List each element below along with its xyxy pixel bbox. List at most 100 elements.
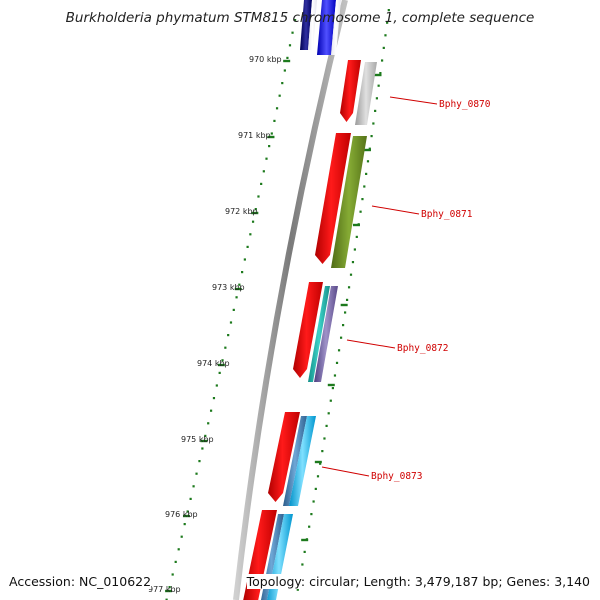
ruler-dot — [195, 472, 198, 475]
ruler-dot — [275, 107, 279, 110]
outer-guide-dot — [301, 563, 304, 566]
ruler-dot — [218, 371, 221, 374]
outer-guide-dot — [386, 21, 389, 24]
ruler-dot — [291, 31, 294, 34]
outer-guide-dot — [323, 437, 326, 440]
outer-guide-dot — [349, 273, 353, 276]
feature-arrow-bphy-0871 — [315, 133, 351, 264]
ruler-dot — [224, 346, 227, 349]
ruler-dot — [249, 233, 252, 236]
gene-labels: Bphy_0870 Bphy_0871 Bphy_0872 Bphy_0873 — [371, 99, 491, 482]
ruler-dot — [165, 598, 168, 600]
ruler-dot — [212, 397, 216, 400]
outer-guide-dot — [335, 361, 339, 364]
sequence-backbone — [233, 0, 348, 600]
ruler-dot — [171, 573, 174, 576]
outer-guide-tick — [374, 73, 382, 77]
outer-guide-dot — [365, 172, 368, 175]
map-title: Burkholderia phymatum STM815 chromosome … — [65, 10, 535, 26]
ruler-dot — [238, 283, 241, 286]
outer-guide-dot — [296, 588, 299, 591]
gene-leaders — [321, 96, 438, 477]
ruler-dot — [215, 384, 218, 387]
outer-guide-dot — [319, 462, 322, 465]
outer-guide-dot — [331, 387, 334, 390]
tick-label: 972 kbp — [225, 207, 258, 216]
outer-guide-dot — [337, 349, 341, 352]
outer-guide-dot — [382, 46, 385, 49]
gene-leader-line — [371, 205, 420, 215]
feature-band — [317, 0, 336, 55]
ruler-dots — [165, 19, 297, 600]
feature-arrow-bphy-0873 — [268, 412, 300, 502]
ruler-dot — [198, 460, 201, 463]
outer-guide-dot — [359, 210, 362, 213]
ruler-dot — [183, 523, 186, 526]
tick-label: 977 kbp — [148, 585, 181, 594]
gene-leader-line — [346, 339, 396, 349]
ruler-dot — [293, 19, 297, 22]
ruler-dot — [229, 321, 233, 324]
tick-label: 976 kbp — [165, 510, 198, 519]
outer-guide-tick — [363, 148, 371, 152]
gene-label-bphy-0870[interactable]: Bphy_0870 — [439, 99, 491, 110]
outer-guide-tick — [301, 538, 309, 542]
ruler-dot — [283, 69, 286, 72]
tick-label: 973 kbp — [212, 283, 245, 292]
feature-band-bphy-0871 — [331, 136, 367, 268]
ruler-dot — [227, 334, 230, 337]
feature-band-bphy-0873 — [283, 416, 307, 506]
outer-guide-dot — [333, 374, 337, 377]
ruler-dot — [286, 56, 289, 59]
ruler-dot — [209, 409, 213, 412]
outer-guide-dot — [384, 34, 387, 37]
feature-arrow-bphy-0870 — [340, 60, 361, 122]
ruler-dot — [270, 132, 273, 135]
outer-guide-dot — [353, 248, 356, 251]
gene-label-bphy-0873[interactable]: Bphy_0873 — [371, 471, 422, 482]
ruler-dot — [278, 94, 281, 97]
outer-guide-dot — [308, 525, 311, 528]
outer-guide-dot — [387, 9, 390, 12]
ruler-tick — [182, 514, 190, 518]
ruler-tick — [267, 135, 275, 139]
outer-guide-dot — [303, 550, 306, 553]
feature-band-bphy-0870 — [355, 62, 377, 125]
ruler-labels: 970 kbp 971 kbp 972 kbp 973 kbp 974 kbp … — [148, 55, 282, 594]
gene-label-bphy-0871[interactable]: Bphy_0871 — [421, 209, 473, 220]
ruler-dot — [180, 535, 183, 538]
gene-label-bphy-0872[interactable]: Bphy_0872 — [397, 343, 448, 354]
ruler-dot — [262, 170, 265, 173]
gene-leader-line — [389, 96, 438, 105]
accession-text: Accession: NC_010622 — [9, 574, 152, 589]
outer-guide-dot — [374, 109, 377, 112]
ruler-dot — [273, 119, 276, 122]
ruler-dot — [186, 510, 189, 513]
outer-guide-dot — [347, 286, 351, 289]
ruler-dot — [201, 447, 204, 450]
ruler-tick — [283, 59, 291, 63]
outer-guide-tick — [340, 303, 348, 307]
outer-guide-dot — [375, 97, 379, 100]
outer-guide-dot — [351, 261, 355, 264]
outer-guide-dot — [345, 298, 349, 301]
feature-band — [331, 0, 341, 55]
outer-guide-dot — [341, 324, 345, 327]
feature-band-bphy-0873 — [289, 416, 316, 506]
outer-guide-dot — [327, 412, 330, 415]
ruler-ticks — [165, 59, 291, 593]
ruler-dot — [254, 208, 257, 211]
feature-track — [243, 0, 377, 600]
tick-label: 974 kbp — [197, 359, 230, 368]
outer-guide-dot — [368, 147, 371, 150]
ruler-dot — [174, 560, 177, 563]
outer-guide-dot — [343, 311, 347, 314]
gene-leader-line — [321, 466, 370, 477]
ruler-dot — [232, 308, 235, 311]
feature-band-bphy-0872 — [308, 286, 330, 382]
outer-guide-tick — [352, 223, 360, 227]
ruler-dot — [192, 485, 195, 488]
outer-guide-dot — [321, 450, 324, 453]
ruler-dot — [177, 548, 180, 551]
